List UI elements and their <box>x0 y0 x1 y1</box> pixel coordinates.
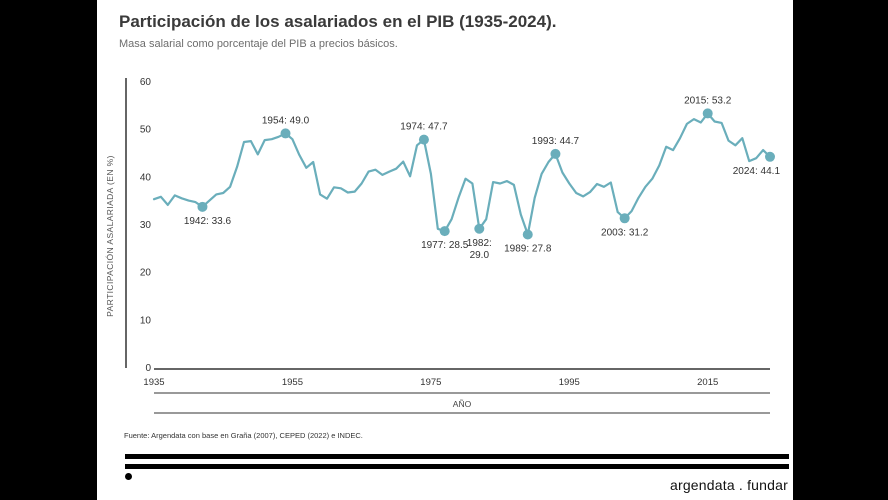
chart-subtitle: Masa salarial como porcentaje del PIB a … <box>119 38 398 50</box>
highlight-label: 1982: <box>467 238 492 249</box>
y-axis-title: PARTICIPACIÓN ASALARIADA (EN %) <box>105 155 115 317</box>
y-tick-label: 30 <box>140 220 152 231</box>
brand-logo-text: argendata . fundar <box>669 477 788 493</box>
highlight-label: 1993: 44.7 <box>532 136 580 147</box>
highlight-point <box>280 128 291 139</box>
y-tick-label: 60 <box>140 77 152 88</box>
chart-panel: Participación de los asalariados en el P… <box>97 0 793 500</box>
y-tick-label: 50 <box>140 125 152 136</box>
highlight-label: 1977: 28.5 <box>421 240 469 251</box>
highlight-label: 1989: 27.8 <box>504 243 552 254</box>
highlight-point <box>418 134 429 145</box>
x-tick-label: 1995 <box>559 377 580 388</box>
chart-series <box>152 108 775 240</box>
highlight-point <box>197 201 208 212</box>
chart-title: Participación de los asalariados en el P… <box>119 12 557 31</box>
x-tick-label: 1955 <box>282 377 303 388</box>
x-tick-label: 1975 <box>420 377 441 388</box>
y-tick-label: 40 <box>140 172 152 183</box>
footer-rule-top <box>125 454 789 459</box>
x-tick-label: 1935 <box>143 377 164 388</box>
source-note: Fuente: Argendata con base en Graña (200… <box>124 431 363 440</box>
highlight-label: 1974: 47.7 <box>400 122 448 133</box>
line-chart: 0 10 20 30 40 50 60 PARTICIPACIÓN ASALARIADA (E… <box>105 77 781 414</box>
highlight-label: 1954: 49.0 <box>262 115 310 126</box>
y-tick-label: 10 <box>140 315 152 326</box>
y-tick-label: 0 <box>145 363 151 374</box>
highlight-label: 1942: 33.6 <box>184 216 232 227</box>
highlight-label: 2015: 53.2 <box>684 95 732 106</box>
highlight-point <box>439 226 450 237</box>
highlight-point <box>522 229 533 240</box>
chart-axes: 0 10 20 30 40 50 60 PARTICIPACIÓN ASALARIADA (E… <box>105 77 770 414</box>
footer-rule-bottom <box>125 464 789 469</box>
footer-dot <box>125 473 132 480</box>
highlight-label: 2024: 44.1 <box>733 166 781 177</box>
series-line <box>152 112 772 236</box>
highlight-point <box>765 151 775 162</box>
highlight-point <box>550 148 561 159</box>
x-axis-title: AÑO <box>453 399 472 409</box>
highlight-point <box>474 223 485 234</box>
chart-highlight-labels: 1942: 33.6 1954: 49.0 1974: 47.7 1977: 28.5… <box>184 95 781 260</box>
highlight-point <box>619 213 630 224</box>
y-tick-label: 20 <box>140 268 152 279</box>
highlight-point <box>702 108 713 119</box>
highlight-label-line2: 29.0 <box>470 250 490 261</box>
x-tick-label: 2015 <box>697 377 718 388</box>
highlight-label: 2003: 31.2 <box>601 227 649 238</box>
